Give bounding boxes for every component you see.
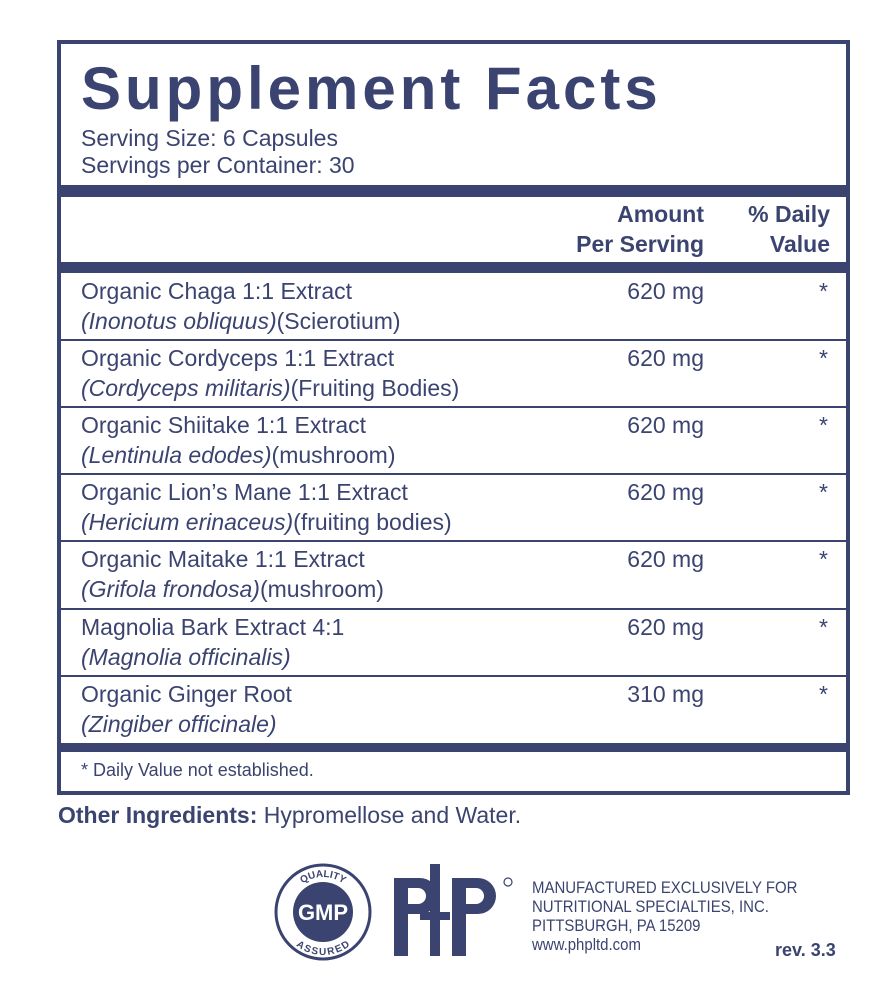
- amount: 620 mg: [627, 278, 704, 304]
- daily-value: *: [819, 680, 828, 707]
- divider: [61, 743, 846, 752]
- ingredient-name: Organic Shiitake 1:1 Extract: [81, 412, 367, 439]
- manufacturer-line: PITTSBURGH, PA 15209: [532, 916, 701, 935]
- row-divider: [61, 406, 846, 409]
- ingredient-name: Organic Chaga 1:1 Extract: [81, 278, 353, 304]
- ingredient-name: Organic Maitake 1:1 Extract: [81, 546, 365, 573]
- row-divider: [61, 674, 846, 677]
- ingredient: Organic Chaga 1:1 Extract (Inonotus obliq…: [81, 276, 401, 336]
- divider: [61, 262, 846, 273]
- manufacturer: MANUFACTURED EXCLUSIVELY FOR NUTRITIONAL …: [532, 878, 797, 954]
- dv-header-line: Value: [769, 231, 830, 257]
- amount: 620 mg: [627, 345, 704, 372]
- badge-center: GMP: [298, 900, 348, 925]
- ingredient-name: Organic Cordyceps 1:1 Extract: [81, 345, 395, 372]
- latin-name: (Hericium erinaceus): [81, 509, 294, 536]
- plant-part: (Fruiting Bodies): [290, 375, 460, 402]
- row-divider: [61, 540, 846, 543]
- daily-value: *: [819, 412, 828, 439]
- badge-top: QUALITY: [298, 869, 348, 886]
- amount-header-line: Per Serving: [576, 231, 704, 257]
- dv-header: % Daily Value: [748, 199, 830, 259]
- amount-header: Amount Per Serving: [576, 199, 704, 259]
- ingredient-source: (Zingiber officinale): [81, 709, 292, 739]
- ingredient-name: Organic Lion’s Mane 1:1 Extract: [81, 479, 408, 506]
- ingredient-source: (Cordyceps militaris)(Fruiting Bodies): [81, 373, 459, 403]
- ingredient: Magnolia Bark Extract 4:1 (Magnolia offic…: [81, 612, 344, 672]
- daily-value: *: [819, 278, 828, 304]
- ingredient-source: (Magnolia officinalis): [81, 642, 344, 672]
- other-ingredients: Other Ingredients: Hypromellose and Wate…: [58, 800, 521, 830]
- latin-name: (Inonotus obliquus): [81, 308, 277, 334]
- manufacturer-line: MANUFACTURED EXCLUSIVELY FOR: [532, 878, 798, 897]
- divider: [61, 185, 846, 197]
- dv-header-line: % Daily: [748, 201, 830, 227]
- badge-core: [293, 882, 353, 942]
- ingredient: Organic Maitake 1:1 Extract (Grifola fron…: [81, 544, 384, 604]
- amount: 620 mg: [627, 479, 704, 506]
- ingredient-name: Organic Ginger Root: [81, 680, 292, 707]
- servings-per-container: Servings per Container: 30: [81, 152, 355, 178]
- ingredient-source: (Hericium erinaceus)(fruiting bodies): [81, 507, 452, 537]
- daily-value: *: [819, 613, 828, 640]
- amount-header-line: Amount: [617, 201, 704, 227]
- ingredient: Organic Cordyceps 1:1 Extract (Cordyceps …: [81, 343, 459, 403]
- amount: 620 mg: [627, 546, 704, 573]
- row-divider: [61, 473, 846, 476]
- latin-name: (Magnolia officinalis): [81, 643, 291, 670]
- facts-panel: Supplement Facts Serving Size: 6 Capsule…: [57, 40, 850, 795]
- logos: QUALITY ASSURED GMP: [274, 863, 513, 961]
- footnote: * Daily Value not established.: [81, 760, 314, 780]
- amount: 620 mg: [627, 412, 704, 439]
- row-divider: [61, 607, 846, 610]
- plant-part: (Scierotium): [276, 308, 401, 334]
- ingredient-source: (Lentinula edodes)(mushroom): [81, 440, 396, 470]
- latin-name: (Grifola frondosa): [81, 576, 260, 603]
- ingredient: Organic Lion’s Mane 1:1 Extract (Hericium…: [81, 477, 452, 537]
- ingredient: Organic Shiitake 1:1 Extract (Lentinula e…: [81, 410, 396, 470]
- other-label: Other Ingredients:: [58, 802, 258, 828]
- plant-part: (mushroom): [259, 576, 384, 603]
- amount: 310 mg: [627, 680, 704, 707]
- manufacturer-line: NUTRITIONAL SPECIALTIES, INC.: [532, 897, 769, 916]
- latin-name: (Cordyceps militaris): [81, 375, 291, 402]
- other-text: Hypromellose and Water.: [263, 802, 522, 828]
- row-divider: [61, 339, 846, 342]
- amount: 620 mg: [627, 613, 704, 640]
- ingredient-name: Magnolia Bark Extract 4:1: [81, 613, 345, 640]
- plant-part: (mushroom): [271, 442, 396, 469]
- manufacturer-line: www.phpltd.com: [532, 935, 641, 954]
- serving-size: Serving Size: 6 Capsules: [81, 125, 338, 151]
- php-logo: [394, 864, 513, 956]
- badge-top-path: QUALITY: [298, 869, 348, 886]
- daily-value: *: [819, 345, 828, 372]
- ingredient-source: (Inonotus obliquus)(Scierotium): [81, 306, 401, 336]
- daily-value: *: [819, 479, 828, 506]
- daily-value: *: [819, 546, 828, 573]
- ingredient: Organic Ginger Root (Zingiber officinale): [81, 679, 292, 739]
- revision: rev. 3.3: [775, 940, 836, 960]
- latin-name: (Lentinula edodes): [81, 442, 272, 469]
- ingredient-source: (Grifola frondosa)(mushroom): [81, 574, 384, 604]
- badge-ring: [274, 863, 372, 961]
- plant-part: (fruiting bodies): [293, 509, 452, 536]
- title: Supplement Facts: [81, 55, 662, 122]
- latin-name: (Zingiber officinale): [81, 710, 277, 737]
